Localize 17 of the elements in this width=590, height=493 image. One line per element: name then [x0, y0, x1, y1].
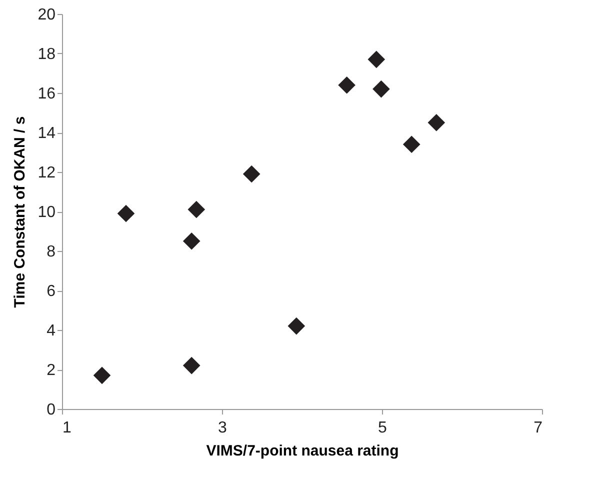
- x-tick-label: 1: [62, 420, 72, 436]
- x-tick-label: 3: [218, 420, 228, 436]
- x-tick-label: 5: [378, 420, 388, 436]
- x-tick-label: 7: [534, 420, 543, 436]
- y-tick-label: 18: [38, 46, 56, 63]
- y-tick-label: 8: [46, 244, 56, 260]
- y-tick-label: 2: [46, 362, 56, 379]
- y-tick-label: 6: [46, 283, 56, 300]
- x-axis-title: VIMS/7-point nausea rating: [206, 442, 399, 460]
- y-tick-label: 10: [38, 204, 56, 221]
- y-tick-label: 14: [38, 125, 56, 142]
- y-tick-label: 16: [38, 86, 56, 102]
- y-tick-label: 0: [46, 402, 56, 418]
- y-axis-title: Time Constant of OKAN / s: [12, 116, 29, 308]
- y-tick-label: 12: [38, 164, 56, 182]
- y-tick-label: 20: [38, 6, 56, 24]
- y-tick-label: 4: [46, 322, 56, 340]
